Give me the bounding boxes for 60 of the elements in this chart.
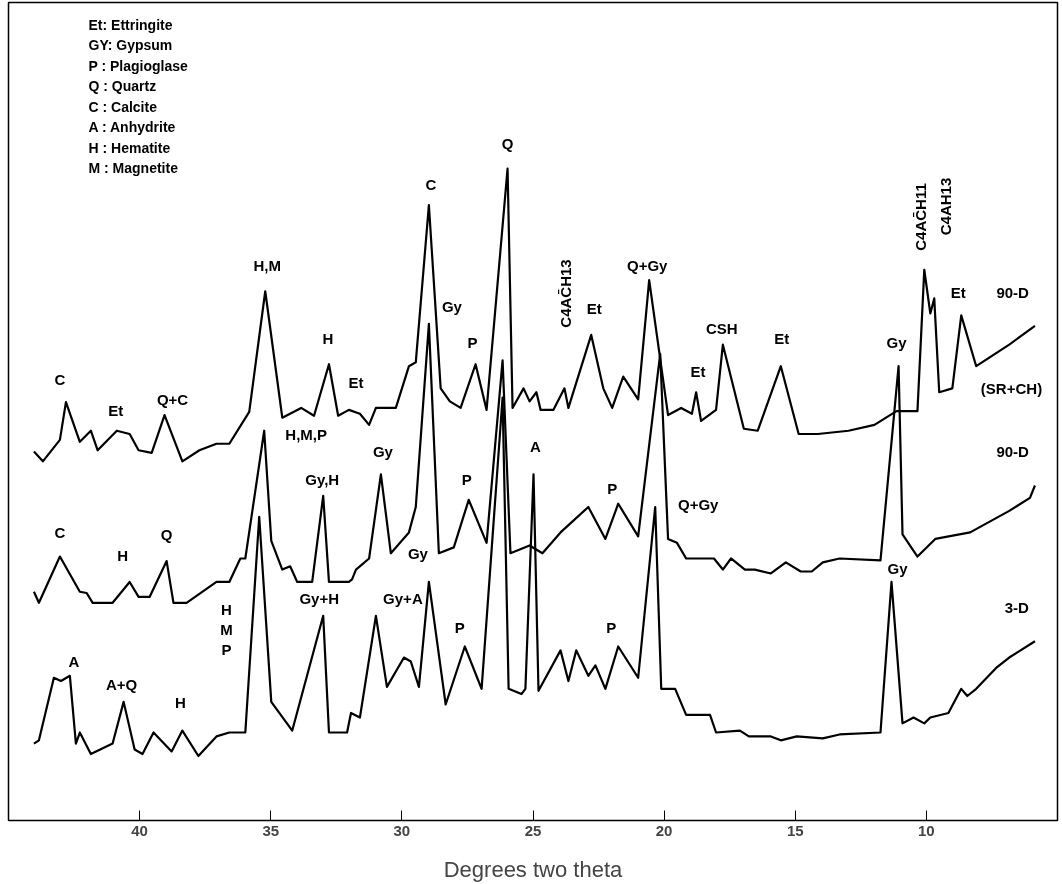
annotation: C xyxy=(54,370,66,388)
annotation: C xyxy=(54,524,66,542)
annotation: A xyxy=(68,653,80,671)
annotation: Gy xyxy=(372,442,394,460)
annotation: Et xyxy=(586,300,602,318)
annotation: Et xyxy=(108,402,124,420)
annotation: Et xyxy=(774,329,790,347)
annotation: Gy+A xyxy=(383,590,423,608)
annotation: Et xyxy=(950,283,966,301)
annotation: H M P xyxy=(220,600,233,659)
x-tick-label: 15 xyxy=(786,821,804,839)
annotation: Q+C xyxy=(156,390,189,408)
x-tick-label: 20 xyxy=(655,821,673,839)
annotation: Q+Gy xyxy=(626,256,669,274)
x-axis-title: Degrees two theta xyxy=(443,856,624,882)
annotation: C4AH13 xyxy=(937,177,954,236)
series-label: 3-D xyxy=(1004,599,1030,617)
annotation: Gy xyxy=(441,298,463,316)
annotation: H xyxy=(174,694,186,712)
text: H : Hematite xyxy=(88,139,171,156)
annotation: A+Q xyxy=(106,676,138,694)
annotation: M : Magnetite xyxy=(88,160,179,176)
text: C : Calcite xyxy=(88,98,158,115)
annotation: Gy,H xyxy=(305,471,340,489)
text: GY: Gypsum xyxy=(88,37,173,53)
annotation: H xyxy=(117,547,129,565)
annotation: Q xyxy=(160,525,173,543)
annotation: P xyxy=(607,480,618,498)
annotation: H,M,P xyxy=(285,426,328,444)
series-label: 90-D xyxy=(996,443,1030,461)
annotation: Q xyxy=(501,135,514,153)
x-tick-label: 40 xyxy=(131,821,148,839)
text: P : Plagioglase xyxy=(88,57,189,74)
annotation: H,M xyxy=(253,256,281,274)
annotation: Et xyxy=(690,362,706,380)
annotation: A xyxy=(530,437,542,455)
annotation: Gy xyxy=(407,545,429,563)
annotation: Gy+H xyxy=(299,590,340,608)
text: Q : Quartz xyxy=(88,78,157,94)
annotation: P xyxy=(461,471,472,489)
annotation: C xyxy=(425,175,437,193)
annotation: C4AC̄H11 xyxy=(911,183,929,251)
annotation: Q+Gy xyxy=(677,496,720,514)
text: A : Anhydrite xyxy=(88,119,176,135)
annotation: Gy xyxy=(887,560,909,578)
x-tick-label: 10 xyxy=(918,821,935,839)
series-label: 90-D xyxy=(996,283,1030,301)
x-tick-label: 35 xyxy=(262,821,280,839)
annotation: H xyxy=(322,329,334,347)
x-tick-label: 25 xyxy=(524,821,542,839)
annotation: C4AC̄H13 xyxy=(557,259,574,328)
text: Et: Ettringite xyxy=(88,16,173,33)
annotation: CSH xyxy=(706,320,738,338)
annotation: Et xyxy=(348,374,364,392)
annotation: P xyxy=(606,618,617,636)
annotation: P xyxy=(467,333,478,351)
annotation: P xyxy=(454,618,465,636)
x-tick-label: 30 xyxy=(393,821,411,839)
annotation: Gy xyxy=(886,333,908,351)
annotation: (SR+CH) xyxy=(980,380,1043,397)
